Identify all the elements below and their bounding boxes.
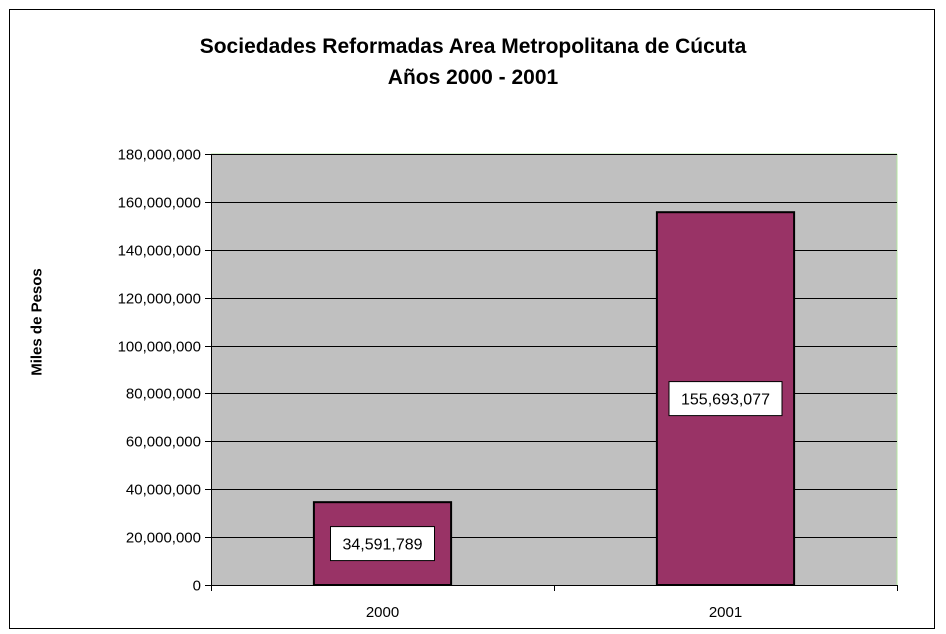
y-tick-label: 20,000,000 (126, 530, 201, 547)
chart-subtitle: Años 2000 - 2001 (387, 66, 559, 89)
y-tick-label: 140,000,000 (118, 243, 201, 260)
y-tick-label: 160,000,000 (118, 195, 201, 212)
data-label: 34,591,789 (342, 537, 422, 554)
x-tick-label: 2001 (709, 604, 742, 621)
data-label-box (330, 526, 435, 562)
data-label-box (668, 381, 783, 417)
y-tick-label: 0 (193, 578, 201, 595)
y-tick-label: 80,000,000 (126, 386, 201, 403)
y-tick-label: 120,000,000 (118, 291, 201, 308)
y-tick-label: 60,000,000 (126, 434, 201, 451)
y-tick-label: 40,000,000 (126, 482, 201, 499)
chart-title: Sociedades Reformadas Area Metropolitana… (199, 35, 747, 58)
y-tick-label: 180,000,000 (118, 147, 201, 164)
x-tick-label: 2000 (366, 604, 399, 621)
y-tick-label: 100,000,000 (118, 339, 201, 356)
data-label: 155,693,077 (681, 392, 770, 409)
